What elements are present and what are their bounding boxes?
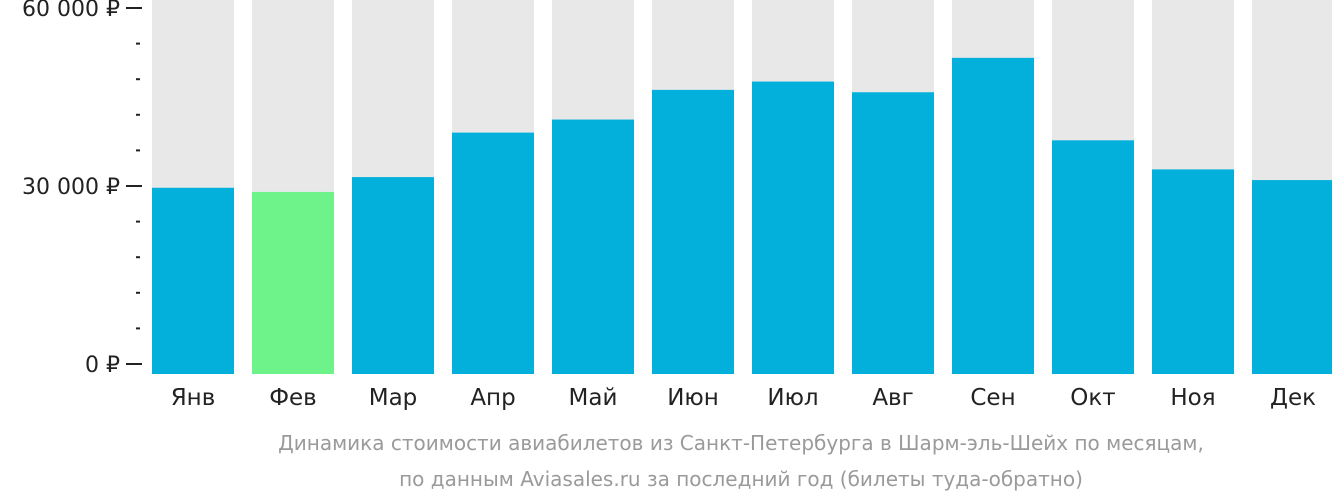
bar-6 bbox=[752, 81, 834, 374]
bar-2 bbox=[352, 177, 434, 374]
bar-5 bbox=[652, 89, 734, 374]
bar-8 bbox=[952, 57, 1034, 375]
y-tick-label-0: 0 ₽ bbox=[85, 353, 120, 378]
bar-7 bbox=[852, 92, 934, 375]
bar-10 bbox=[1152, 169, 1234, 374]
y-tick-label-1: 30 000 ₽ bbox=[22, 175, 120, 200]
x-tick-label-8: Сен bbox=[970, 385, 1015, 411]
bar-0 bbox=[152, 187, 234, 374]
x-tick-label-5: Июн bbox=[667, 385, 719, 411]
bar-4 bbox=[552, 119, 634, 375]
x-tick-label-6: Июл bbox=[767, 385, 818, 411]
x-tick-label-1: Фев bbox=[269, 385, 317, 411]
chart-caption-line-1: Динамика стоимости авиабилетов из Санкт-… bbox=[278, 431, 1204, 455]
x-tick-label-4: Май bbox=[569, 385, 618, 411]
chart-caption-line-2: по данным Aviasales.ru за последний год … bbox=[399, 467, 1083, 491]
x-tick-label-0: Янв bbox=[171, 385, 216, 411]
x-tick-label-7: Авг bbox=[872, 385, 913, 411]
bar-1 bbox=[252, 191, 334, 374]
x-tick-label-11: Дек bbox=[1270, 385, 1316, 411]
x-tick-label-2: Мар bbox=[369, 385, 418, 411]
bar-11 bbox=[1252, 180, 1332, 374]
x-tick-label-10: Ноя bbox=[1170, 385, 1215, 411]
bar-3 bbox=[452, 132, 534, 374]
bar-9 bbox=[1052, 140, 1134, 374]
y-tick-label-2: 60 000 ₽ bbox=[22, 0, 120, 22]
x-tick-label-3: Апр bbox=[470, 385, 515, 411]
x-tick-label-9: Окт bbox=[1070, 385, 1115, 411]
